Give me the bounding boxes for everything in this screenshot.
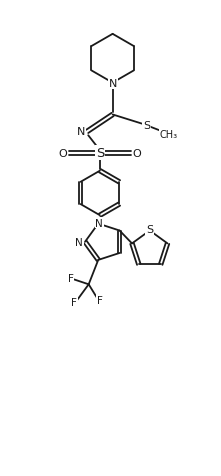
Text: F: F xyxy=(71,298,77,307)
Text: S: S xyxy=(143,121,150,131)
Text: S: S xyxy=(146,224,153,234)
Text: O: O xyxy=(58,149,67,159)
Text: F: F xyxy=(68,273,74,283)
Text: N: N xyxy=(109,79,117,89)
Text: N: N xyxy=(95,218,103,228)
Text: CH₃: CH₃ xyxy=(160,129,178,139)
Text: O: O xyxy=(133,149,141,159)
Text: F: F xyxy=(97,296,103,306)
Text: S: S xyxy=(96,147,104,160)
Text: N: N xyxy=(77,127,85,137)
Text: N: N xyxy=(75,237,83,247)
